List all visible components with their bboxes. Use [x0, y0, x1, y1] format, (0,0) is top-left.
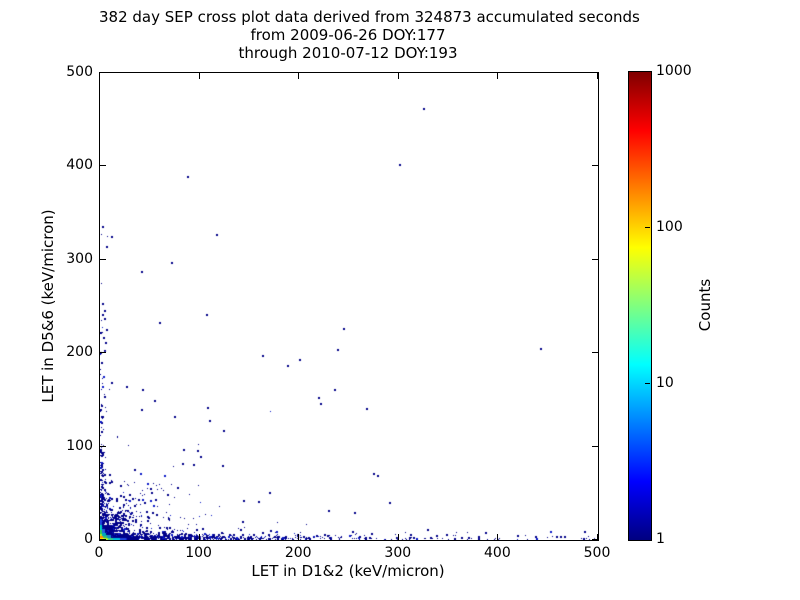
x-tick-label: 200	[284, 545, 312, 561]
y-tick-mark-right	[592, 165, 598, 166]
y-tick-label: 300	[66, 250, 93, 267]
x-tick-mark	[298, 534, 299, 540]
x-tick-label: 400	[484, 545, 511, 561]
x-tick-mark	[99, 534, 100, 540]
colorbar-tick-label: 10	[656, 375, 674, 391]
y-tick-label: 200	[66, 344, 93, 361]
y-tick-mark-right	[592, 352, 598, 353]
y-tick-mark	[100, 352, 106, 353]
y-tick-mark	[100, 165, 106, 166]
y-tick-mark-right	[592, 259, 598, 260]
y-tick-mark-right	[592, 446, 598, 447]
y-tick-label: 500	[66, 64, 93, 80]
colorbar	[628, 71, 652, 541]
x-tick-mark-top	[199, 73, 200, 79]
colorbar-tick-label: 100	[656, 219, 683, 235]
scatter-canvas	[100, 73, 598, 540]
chart-title-line2: from 2009-06-26 DOY:177	[250, 26, 446, 44]
y-tick-mark-right	[592, 539, 598, 540]
y-tick-mark	[100, 259, 106, 260]
colorbar-label: Counts	[696, 278, 714, 332]
x-tick-label: 0	[94, 545, 104, 561]
x-tick-mark-top	[597, 73, 598, 79]
y-tick-mark	[100, 446, 106, 447]
x-tick-mark-top	[99, 73, 100, 79]
colorbar-tick-mark	[645, 383, 650, 384]
x-tick-mark	[597, 534, 598, 540]
x-tick-mark	[199, 534, 200, 540]
x-tick-label: 300	[384, 545, 412, 561]
y-tick-label: 0	[84, 531, 93, 547]
chart-title-line1: 382 day SEP cross plot data derived from…	[99, 8, 640, 26]
y-tick-mark-right	[592, 72, 598, 73]
colorbar-tick-mark	[645, 227, 650, 228]
plot-area	[99, 72, 599, 541]
colorbar-tick-label: 1000	[656, 63, 692, 79]
x-tick-mark-top	[298, 73, 299, 79]
x-tick-mark-top	[398, 73, 399, 79]
y-tick-label: 400	[66, 157, 93, 174]
y-tick-label: 100	[66, 437, 93, 454]
x-tick-mark	[398, 534, 399, 540]
colorbar-tick-label: 1	[656, 531, 665, 547]
chart-title-line3: through 2010-07-12 DOY:193	[238, 44, 458, 62]
y-tick-mark	[100, 539, 106, 540]
x-tick-mark	[497, 534, 498, 540]
x-tick-label: 100	[185, 545, 212, 561]
x-tick-mark-top	[497, 73, 498, 79]
y-tick-mark	[100, 72, 106, 73]
x-tick-label: 500	[583, 545, 611, 561]
chart-title: 382 day SEP cross plot data derived from…	[99, 8, 640, 62]
x-axis-label: LET in D1&2 (keV/micron)	[251, 562, 445, 580]
y-axis-label: LET in D5&6 (keV/micron)	[39, 209, 57, 403]
